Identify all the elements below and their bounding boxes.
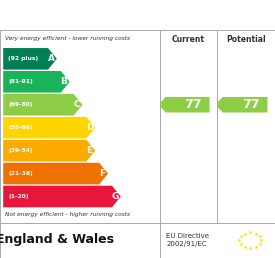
Text: (92 plus): (92 plus) (8, 56, 38, 61)
Text: C: C (73, 100, 80, 109)
Polygon shape (3, 163, 108, 184)
Text: Not energy efficient - higher running costs: Not energy efficient - higher running co… (5, 212, 130, 217)
Polygon shape (3, 71, 70, 93)
Text: EU Directive
2002/91/EC: EU Directive 2002/91/EC (166, 233, 208, 247)
Text: Current: Current (172, 35, 205, 44)
Text: E: E (86, 146, 93, 155)
Text: (69-80): (69-80) (8, 102, 32, 107)
Text: (55-68): (55-68) (8, 125, 32, 130)
Text: Energy Efficiency Rating: Energy Efficiency Rating (36, 7, 239, 22)
Polygon shape (3, 186, 121, 207)
Text: (39-54): (39-54) (8, 148, 33, 153)
Polygon shape (158, 97, 210, 112)
Text: (21-38): (21-38) (8, 171, 33, 176)
Text: D: D (86, 123, 93, 132)
Text: G: G (111, 192, 119, 201)
Text: (1-20): (1-20) (8, 194, 29, 199)
Text: England & Wales: England & Wales (0, 233, 114, 246)
Text: F: F (99, 169, 105, 178)
Polygon shape (3, 140, 95, 162)
Text: A: A (48, 54, 55, 63)
Text: 77: 77 (242, 98, 259, 111)
Text: Very energy efficient - lower running costs: Very energy efficient - lower running co… (5, 36, 130, 42)
Text: B: B (60, 77, 67, 86)
Text: 77: 77 (184, 98, 202, 111)
Text: (81-91): (81-91) (8, 79, 33, 84)
Polygon shape (3, 117, 95, 139)
Text: Potential: Potential (226, 35, 266, 44)
Polygon shape (215, 97, 268, 112)
Polygon shape (3, 48, 57, 70)
Polygon shape (3, 94, 82, 116)
